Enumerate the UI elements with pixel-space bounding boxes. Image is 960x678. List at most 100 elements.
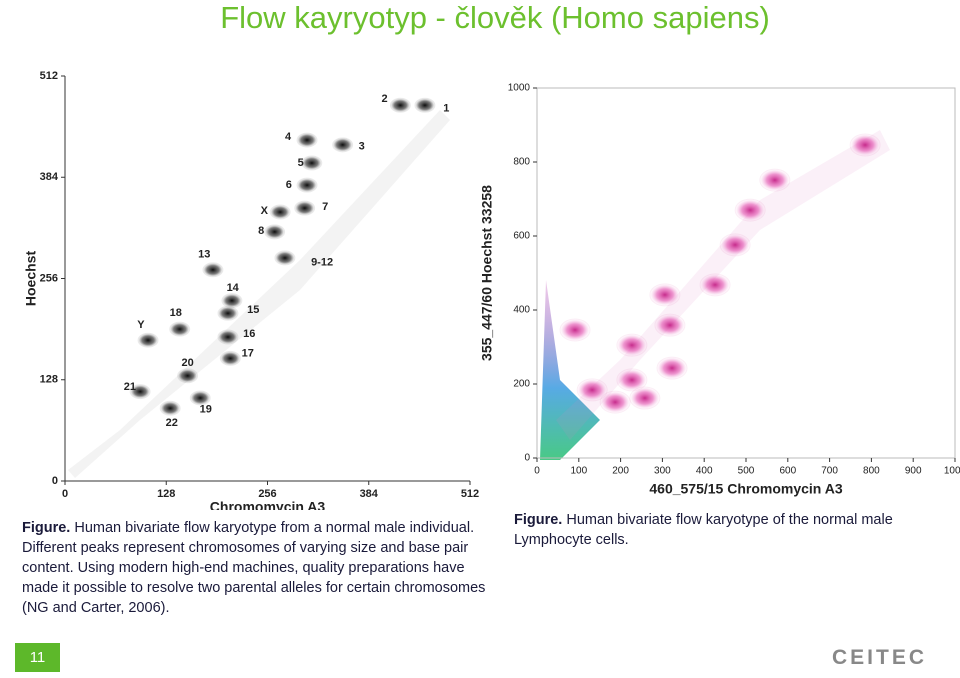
cluster (616, 368, 648, 392)
x-tick-label: 1000 (944, 466, 960, 477)
cluster-label: 14 (227, 282, 240, 294)
cluster (217, 329, 239, 345)
cluster (559, 318, 591, 342)
x-tick-label: 600 (779, 466, 796, 477)
cluster-label: 9-12 (311, 257, 333, 269)
caption-text: Human bivariate flow karyotype of the no… (514, 512, 893, 548)
caption-text: Human bivariate flow karyotype from a no… (22, 520, 486, 616)
cluster-label: 1 (443, 102, 449, 114)
cluster (654, 313, 686, 337)
y-tick-label: 512 (40, 70, 58, 82)
slide-title: Flow kayryotyp - člověk (Homo sapiens) (220, 0, 770, 35)
x-tick-label: 200 (612, 466, 629, 477)
cluster (221, 293, 243, 309)
x-tick-label: 0 (62, 488, 68, 500)
x-tick-label: 900 (905, 466, 922, 477)
cluster-label: 16 (243, 328, 255, 340)
logo: CEITEC (832, 646, 928, 669)
x-tick-label: 0 (534, 466, 540, 477)
cluster (169, 321, 191, 337)
cluster-label: Y (137, 319, 145, 331)
cluster (629, 386, 661, 410)
cluster-label: 21 (124, 381, 136, 393)
caption-label: Figure. (22, 520, 71, 536)
x-tick-label: 256 (258, 488, 276, 500)
cluster (576, 378, 608, 402)
cluster-label: 6 (286, 179, 292, 191)
cluster-label: 18 (170, 307, 182, 319)
cluster (599, 390, 631, 414)
cluster (219, 350, 241, 366)
caption-label: Figure. (514, 512, 563, 528)
cluster (719, 233, 751, 257)
cluster (649, 283, 681, 307)
cluster (129, 384, 151, 400)
cluster-label: 4 (285, 131, 292, 143)
y-tick-label: 200 (513, 379, 530, 390)
cluster (332, 137, 354, 153)
cluster (849, 133, 881, 157)
debris-band (68, 110, 450, 478)
y-tick-label: 1000 (508, 83, 531, 94)
cluster-label: 3 (359, 140, 365, 152)
cluster-label: 2 (382, 93, 388, 105)
x-tick-label: 128 (157, 488, 175, 500)
debris-region (540, 280, 600, 460)
cluster-label: 15 (247, 304, 259, 316)
cluster (294, 200, 316, 216)
x-tick-label: 800 (863, 466, 880, 477)
x-tick-label: 384 (360, 488, 379, 500)
cluster (269, 204, 291, 220)
cluster-label: 17 (242, 348, 254, 360)
cluster (264, 224, 286, 240)
cluster (137, 332, 159, 348)
debris-band (556, 130, 890, 440)
x-tick-label: 500 (738, 466, 755, 477)
cluster (189, 390, 211, 406)
cluster-label: 22 (166, 417, 178, 429)
cluster (217, 305, 239, 321)
y-axis-label: 355_447/60 Hoechst 33258 (479, 185, 495, 361)
cluster (616, 333, 648, 357)
cluster (656, 356, 688, 380)
page-number: 11 (15, 643, 60, 672)
caption: Figure. Human bivariate flow karyotype f… (22, 518, 492, 618)
y-tick-label: 600 (513, 231, 530, 242)
cluster-label: 13 (198, 249, 210, 261)
y-tick-label: 128 (40, 374, 58, 386)
cluster (759, 168, 791, 192)
x-tick-label: 100 (570, 466, 587, 477)
cluster (734, 198, 766, 222)
cluster (699, 273, 731, 297)
x-tick-label: 700 (821, 466, 838, 477)
caption: Figure. Human bivariate flow karyotype o… (514, 510, 944, 550)
cluster (296, 132, 318, 148)
cluster (274, 250, 296, 266)
cluster (296, 177, 318, 193)
cluster (414, 97, 436, 113)
y-axis-label: Hoechst (23, 251, 39, 307)
x-tick-label: 512 (461, 488, 479, 500)
cluster (159, 400, 181, 416)
y-tick-label: 0 (52, 475, 58, 487)
y-tick-label: 0 (524, 453, 530, 464)
cluster-label: 20 (181, 357, 193, 369)
y-tick-label: 384 (40, 171, 59, 183)
y-tick-label: 256 (40, 272, 58, 284)
cluster-label: X (261, 205, 269, 217)
x-axis-label: Chromomycin A3 (210, 499, 326, 510)
cluster (177, 368, 199, 384)
y-tick-label: 800 (513, 157, 530, 168)
cluster-label: 8 (258, 225, 264, 237)
x-axis-label: 460_575/15 Chromomycin A3 (649, 481, 842, 497)
x-tick-label: 300 (654, 466, 671, 477)
cluster (202, 262, 224, 278)
y-tick-label: 400 (513, 305, 530, 316)
x-tick-label: 400 (696, 466, 713, 477)
cluster-label: 5 (298, 157, 304, 169)
cluster-label: 7 (322, 201, 328, 213)
cluster-label: 19 (200, 404, 212, 416)
cluster (301, 155, 323, 171)
